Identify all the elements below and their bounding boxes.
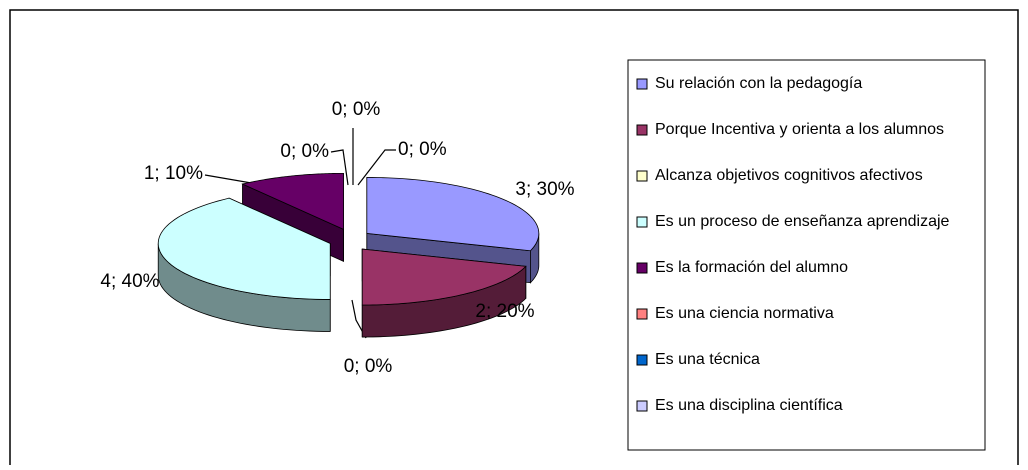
- slice-top: [241, 172, 344, 230]
- data-label: 4; 40%: [100, 271, 159, 292]
- slice-top: [157, 197, 331, 300]
- slice: [157, 197, 331, 332]
- chart-frame: [9, 9, 1019, 465]
- legend-line: Es una técnica: [655, 351, 760, 368]
- legend-label: Es la formación del alumno: [655, 259, 848, 276]
- legend-label: Su relación con la pedagogía: [655, 75, 862, 92]
- legend-label: Es una técnica: [655, 351, 760, 368]
- legend-line: Su relación con la pedagogía: [655, 75, 862, 92]
- legend-line: Es una ciencia normativa: [655, 305, 834, 322]
- legend-line: Es una disciplina científica: [655, 397, 843, 414]
- legend-label: Es una ciencia normativa: [655, 305, 834, 322]
- legend-swatch: [636, 78, 648, 90]
- legend-swatch: [636, 262, 648, 274]
- data-label: 3; 30%: [515, 179, 574, 200]
- legend-label: Es un proceso de enseñanza aprendizaje: [655, 213, 950, 230]
- legend-line: Alcanza objetivos cognitivos afectivos: [655, 167, 923, 184]
- data-label: 0; 0%: [332, 99, 381, 120]
- slice: [361, 248, 527, 338]
- legend-label: Es una disciplina científica: [655, 397, 843, 414]
- slice-top: [361, 248, 527, 306]
- legend-swatch: [636, 170, 648, 182]
- legend-swatch: [636, 400, 648, 412]
- leader-line: [357, 149, 396, 186]
- legend-line: Porque Incentiva y orienta a los alumnos: [655, 121, 944, 138]
- leader-line: [330, 149, 349, 186]
- data-label: 0; 0%: [344, 356, 393, 377]
- data-label: 2; 20%: [475, 301, 534, 322]
- legend-line: Es un proceso de enseñanza aprendizaje: [655, 213, 950, 230]
- slice-top: [366, 177, 540, 252]
- legend-label: Alcanza objetivos cognitivos afectivos: [655, 167, 923, 184]
- legend-box: [627, 59, 986, 451]
- legend-swatch: [636, 216, 648, 228]
- legend-swatch: [636, 308, 648, 320]
- data-label: 0; 0%: [280, 141, 329, 162]
- data-label: 1; 10%: [144, 163, 203, 184]
- legend-line: Es la formación del alumno: [655, 259, 848, 276]
- legend-swatch: [636, 354, 648, 366]
- data-label: 0; 0%: [398, 139, 447, 160]
- pie: [157, 172, 540, 338]
- legend-swatch: [636, 124, 648, 136]
- legend-label: Porque Incentiva y orienta a los alumnos: [655, 121, 944, 138]
